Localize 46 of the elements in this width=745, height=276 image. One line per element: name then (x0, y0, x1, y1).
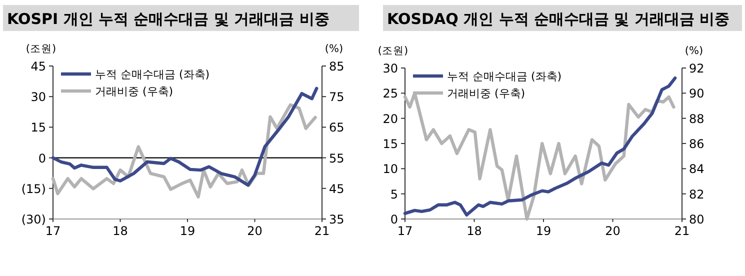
y-tick-label: 20 (382, 112, 398, 126)
legend-label: 거래비중 (우축) (95, 85, 174, 98)
x-tick-label: 20 (605, 224, 620, 238)
y2-axis-title: (%) (684, 45, 704, 57)
legend-label: 거래비중 (우축) (447, 87, 526, 100)
y-tick-label: 15 (382, 137, 398, 151)
y2-tick-label: 35 (329, 212, 344, 226)
y-tick-label: 0 (38, 151, 46, 166)
x-tick-label: 17 (45, 224, 61, 238)
y-tick-label: 30 (382, 62, 398, 76)
y2-tick-label: 90 (689, 86, 704, 101)
y2-tick-label: 75 (329, 90, 344, 104)
y2-tick-label: 86 (689, 137, 704, 151)
x-tick-label: 18 (112, 224, 128, 238)
y2-tick-label: 55 (329, 151, 344, 166)
x-tick-label: 19 (180, 224, 196, 238)
y-tick-label: 10 (382, 162, 398, 176)
y2-tick-label: 85 (329, 60, 344, 74)
y-tick-label: (30) (21, 212, 46, 226)
x-tick-label: 19 (536, 224, 552, 238)
y2-axis-title: (%) (324, 43, 344, 55)
x-tick-label: 18 (466, 224, 482, 238)
y-tick-label: 15 (30, 120, 46, 135)
y-tick-label: 5 (390, 187, 398, 202)
y2-tick-label: 45 (329, 182, 344, 196)
y-axis-title: (조원) (378, 45, 408, 57)
x-tick-label: 20 (247, 224, 262, 238)
y-tick-label: (15) (21, 182, 46, 196)
y2-tick-label: 65 (329, 120, 344, 135)
x-tick-label: 17 (397, 224, 413, 238)
y2-tick-label: 84 (689, 162, 704, 176)
y-tick-label: 0 (390, 212, 398, 226)
y2-tick-label: 88 (689, 112, 704, 126)
x-tick-label: 21 (314, 224, 330, 238)
chart-title: KOSDAQ 개인 누적 순매수대금 및 거래대금 비중 (387, 10, 730, 28)
x-tick-label: 21 (674, 224, 690, 238)
legend-label: 누적 순매수대금 (좌축) (447, 70, 562, 83)
y2-tick-label: 92 (689, 62, 704, 76)
chart-title: KOSPI 개인 누적 순매수대금 및 거래대금 비중 (7, 10, 330, 28)
y2-tick-label: 82 (689, 187, 704, 202)
y-tick-label: 45 (30, 60, 46, 74)
y2-tick-label: 80 (689, 212, 704, 226)
y-tick-label: 30 (30, 90, 46, 104)
y-tick-label: 25 (382, 86, 398, 101)
legend-label: 누적 순매수대금 (좌축) (95, 68, 210, 81)
y-axis-title: (조원) (26, 43, 56, 55)
